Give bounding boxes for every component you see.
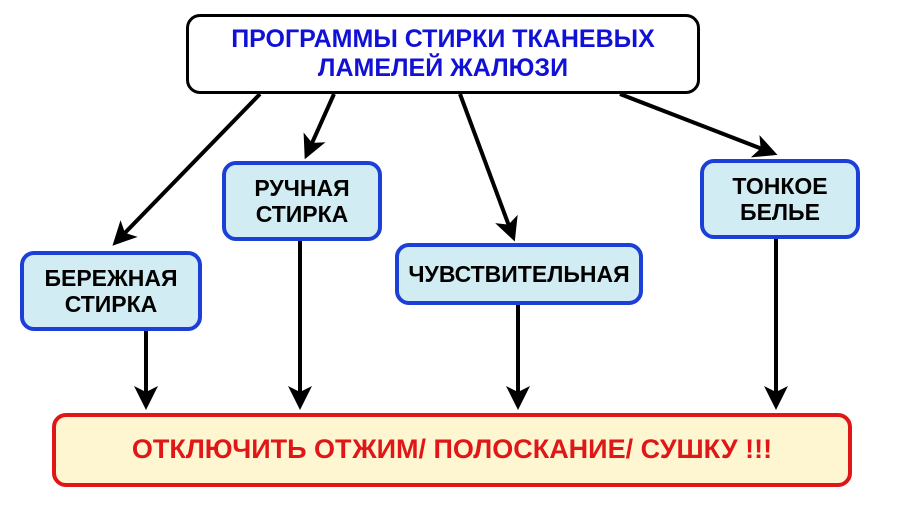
title-text: ПРОГРАММЫ СТИРКИ ТКАНЕВЫХ ЛАМЕЛЕЙ ЖАЛЮЗИ bbox=[199, 25, 687, 83]
hand-wash-node: РУЧНАЯ СТИРКА bbox=[222, 161, 382, 241]
gentle-wash-node: БЕРЕЖНАЯ СТИРКА bbox=[20, 251, 202, 331]
warning-node: ОТКЛЮЧИТЬ ОТЖИМ/ ПОЛОСКАНИЕ/ СУШКУ !!! bbox=[52, 413, 852, 487]
delicate-node: ТОНКОЕ БЕЛЬЕ bbox=[700, 159, 860, 239]
delicate-text: ТОНКОЕ БЕЛЬЕ bbox=[714, 173, 846, 226]
sensitive-node: ЧУВСТВИТЕЛЬНАЯ bbox=[395, 243, 643, 305]
flow-arrow bbox=[460, 94, 512, 234]
flow-arrow bbox=[620, 94, 770, 152]
sensitive-text: ЧУВСТВИТЕЛЬНАЯ bbox=[408, 261, 629, 287]
title-node: ПРОГРАММЫ СТИРКИ ТКАНЕВЫХ ЛАМЕЛЕЙ ЖАЛЮЗИ bbox=[186, 14, 700, 94]
flow-arrow bbox=[308, 94, 334, 152]
gentle-text: БЕРЕЖНАЯ СТИРКА bbox=[34, 265, 188, 318]
hand-text: РУЧНАЯ СТИРКА bbox=[236, 175, 368, 228]
warning-text: ОТКЛЮЧИТЬ ОТЖИМ/ ПОЛОСКАНИЕ/ СУШКУ !!! bbox=[132, 434, 772, 465]
